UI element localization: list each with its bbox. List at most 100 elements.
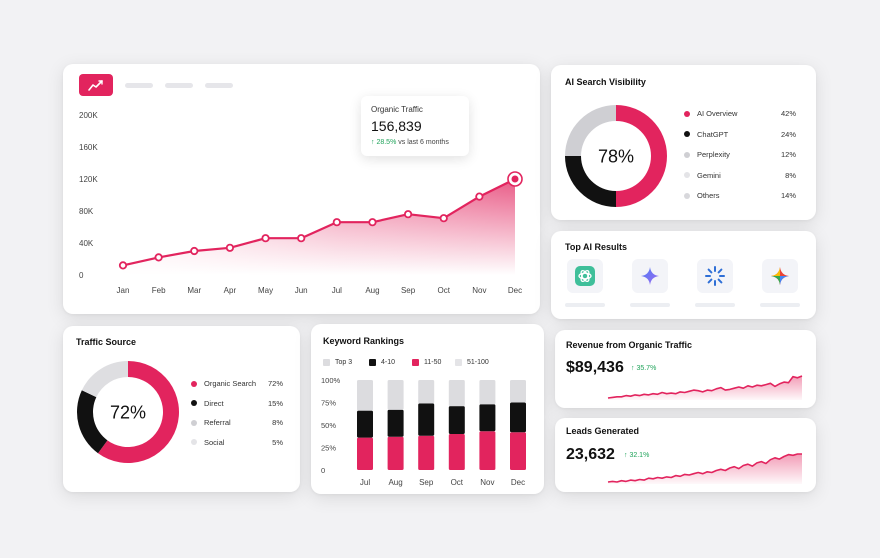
- bar-segment[interactable]: [479, 380, 496, 405]
- placeholder-label: [565, 303, 605, 307]
- data-point[interactable]: [118, 261, 128, 270]
- data-point[interactable]: [261, 234, 270, 243]
- legend-dot: [191, 419, 197, 426]
- leads-delta: ↑ 32.1%: [624, 452, 650, 459]
- y-tick-label: 160K: [79, 143, 98, 152]
- gemini-icon[interactable]: [632, 259, 668, 293]
- traffic-source-donut: 72%: [77, 361, 180, 463]
- bar-segment[interactable]: [387, 409, 404, 437]
- card-title: AI Search Visibility: [565, 77, 646, 87]
- sparkline-line: [607, 453, 802, 483]
- bar-segment[interactable]: [510, 380, 526, 403]
- placeholder-tab[interactable]: [205, 83, 233, 88]
- legend-dot: [191, 380, 197, 387]
- data-point[interactable]: [475, 192, 484, 201]
- revenue-sparkline: [607, 375, 803, 400]
- bar-segment[interactable]: [387, 436, 404, 470]
- donut-slice[interactable]: [77, 390, 108, 454]
- bar-segment[interactable]: [418, 435, 435, 470]
- donut-center-label: 78%: [598, 146, 634, 166]
- google-gemini-icon[interactable]: [762, 259, 798, 293]
- traffic-source-card: Traffic Source 72% Organic Search 72% Dire…: [63, 326, 300, 492]
- organic-traffic-chart: 200K 160K 120K 80K 40K 0 Jan Feb Mar Apr May Jun Ju…: [79, 111, 523, 295]
- legend-item[interactable]: 11-50: [412, 359, 441, 366]
- bar-segment[interactable]: [418, 380, 435, 404]
- tooltip-delta-suffix: vs last 6 months: [398, 139, 449, 146]
- data-point[interactable]: [403, 210, 413, 219]
- data-point[interactable]: [511, 175, 519, 183]
- leads-sparkline: [607, 453, 802, 484]
- placeholder-tab[interactable]: [125, 83, 153, 88]
- ai-visibility-donut: 78%: [565, 105, 667, 207]
- placeholder-label: [630, 303, 670, 307]
- bar-segment[interactable]: [510, 402, 526, 433]
- legend-item[interactable]: AI Overview: [684, 109, 737, 118]
- legend-value: 5%: [272, 437, 283, 447]
- revenue-delta: ↑ 35.7%: [631, 365, 657, 372]
- bar-segment[interactable]: [418, 403, 435, 436]
- card-title: Top AI Results: [565, 242, 628, 252]
- data-point[interactable]: [154, 253, 163, 262]
- legend-item[interactable]: Gemini: [684, 171, 721, 180]
- donut-slice[interactable]: [98, 361, 180, 463]
- y-tick-label: 100%: [321, 376, 341, 385]
- donut-slice[interactable]: [565, 156, 616, 207]
- y-tick-label: 50%: [321, 421, 336, 430]
- legend-label: Gemini: [697, 170, 721, 180]
- bar-segment[interactable]: [448, 380, 465, 407]
- perplexity-icon[interactable]: [697, 259, 733, 293]
- card-title: Leads Generated: [566, 426, 640, 436]
- bar-segment[interactable]: [448, 434, 465, 470]
- donut-slice[interactable]: [616, 105, 667, 207]
- revenue-value: $89,436: [566, 359, 624, 376]
- placeholder-label: [760, 303, 800, 307]
- trending-chart-icon[interactable]: [79, 74, 113, 96]
- legend-label: Top 3: [335, 359, 353, 366]
- legend-item[interactable]: 51-100: [455, 359, 489, 366]
- bar-segment[interactable]: [510, 432, 526, 470]
- sparkline-line: [607, 375, 803, 399]
- card-title: Traffic Source: [76, 337, 137, 347]
- legend-item[interactable]: ChatGPT: [684, 130, 728, 139]
- bar-segment[interactable]: [357, 437, 373, 470]
- legend-item[interactable]: Perplexity: [684, 150, 730, 159]
- legend-dot: [684, 192, 690, 199]
- legend-item[interactable]: 4-10: [369, 359, 395, 366]
- tooltip-delta: ↑ 28.5% vs last 6 months: [371, 139, 449, 146]
- legend-value: 42%: [780, 109, 796, 118]
- legend-item[interactable]: Organic Search: [191, 379, 256, 388]
- placeholder-tab[interactable]: [165, 83, 193, 88]
- x-tick-label: Aug: [365, 286, 379, 295]
- data-point[interactable]: [332, 218, 341, 227]
- data-point[interactable]: [225, 243, 235, 252]
- bar-segment[interactable]: [479, 404, 496, 432]
- legend-item[interactable]: Social: [191, 438, 224, 447]
- y-tick-label: 200K: [79, 111, 98, 120]
- legend-item[interactable]: Direct: [191, 399, 224, 408]
- data-point[interactable]: [297, 234, 306, 243]
- legend-value: 15%: [267, 398, 283, 408]
- data-point[interactable]: [190, 246, 199, 256]
- y-tick-label: 0: [79, 271, 84, 280]
- data-point[interactable]: [439, 214, 448, 223]
- legend-item[interactable]: Referral: [191, 418, 231, 427]
- bar-segment[interactable]: [357, 410, 373, 438]
- legend-item[interactable]: Top 3: [323, 359, 352, 366]
- tooltip-value: 156,839: [371, 118, 422, 134]
- donut-slice[interactable]: [81, 361, 128, 398]
- bar-segment[interactable]: [387, 380, 404, 410]
- top-ai-results-card: Top AI Results: [551, 231, 816, 319]
- x-tick-label: Jan: [117, 286, 130, 295]
- legend-label: 51-100: [467, 359, 489, 366]
- legend-label: AI Overview: [697, 109, 738, 118]
- sparkline-area: [608, 454, 802, 484]
- legend-label: Perplexity: [697, 150, 730, 159]
- data-point[interactable]: [368, 218, 377, 227]
- legend-item[interactable]: Others: [684, 191, 720, 200]
- donut-slice[interactable]: [565, 105, 616, 156]
- tooltip-delta-value: ↑ 28.5%: [371, 139, 397, 146]
- bar-segment[interactable]: [479, 431, 496, 470]
- chatgpt-icon[interactable]: [567, 259, 603, 293]
- bar-segment[interactable]: [448, 406, 465, 434]
- bar-segment[interactable]: [357, 380, 373, 411]
